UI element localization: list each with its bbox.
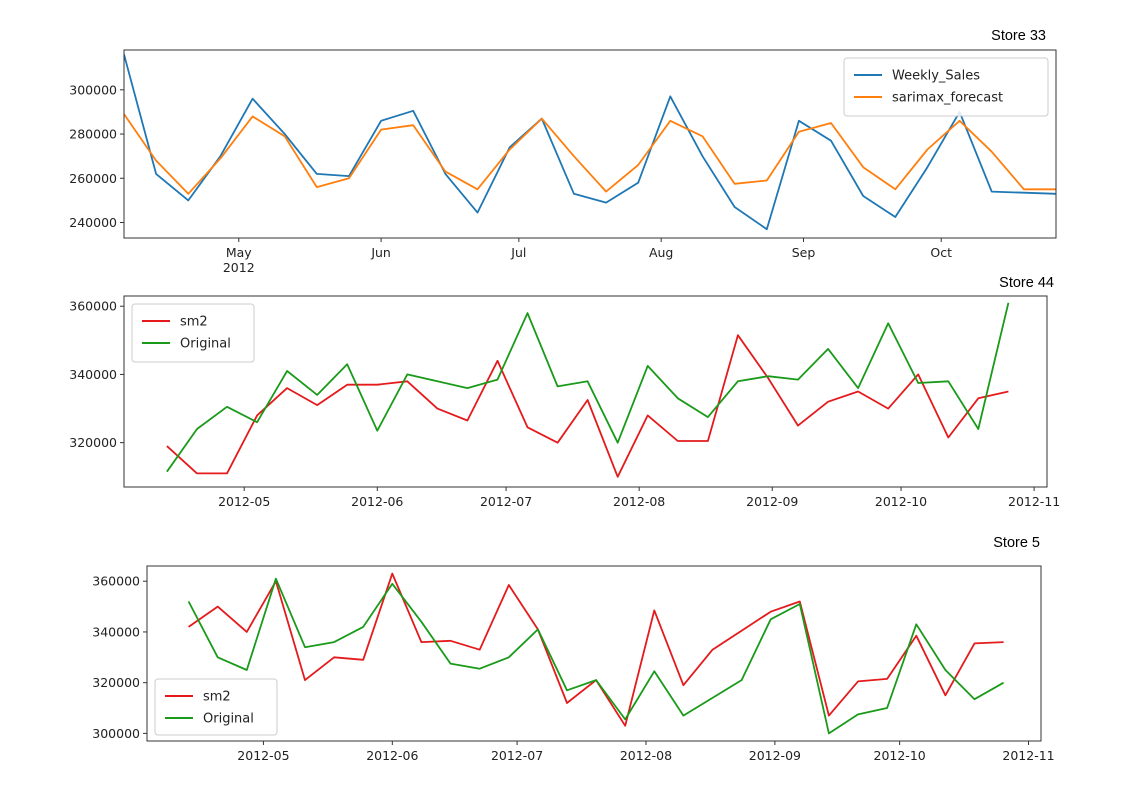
x-tick-label: 2012-08 [620, 748, 672, 763]
x-tick-label: 2012-11 [1008, 494, 1060, 509]
legend: sm2 Original [154, 678, 278, 736]
legend: Weekly_Sales sarimax_forecast [843, 57, 1049, 117]
chart-3: Store 5 300000 320000 340000 360000 2012-05 20… [92, 535, 1054, 763]
x-tick-label: 2012-07 [491, 748, 543, 763]
x-tick-label: Oct [930, 245, 952, 260]
y-tick-label: 260000 [69, 171, 117, 186]
y-tick-label: 320000 [92, 675, 140, 690]
x-tick-label: 2012-06 [351, 494, 403, 509]
plot-area [124, 296, 1047, 487]
legend-label: Original [180, 337, 231, 352]
y-tick-label: 360000 [69, 299, 117, 314]
x-tick-label: 2012-09 [746, 494, 798, 509]
y-tick-label: 340000 [69, 367, 117, 382]
legend-label: Weekly_Sales [892, 69, 980, 84]
y-tick-label: 360000 [92, 574, 140, 589]
x-tick-label: 2012-05 [237, 748, 289, 763]
x-tick-label: 2012-05 [218, 494, 270, 509]
chart-title: Store 44 [999, 275, 1054, 291]
legend: sm2 Original [131, 303, 255, 363]
legend-box [131, 303, 255, 363]
y-tick-label: 320000 [69, 435, 117, 450]
series-line-original [166, 302, 1010, 473]
legend-label: Original [203, 712, 254, 727]
legend-box [843, 57, 1049, 117]
legend-label: sarimax_forecast [892, 91, 1003, 106]
y-tick-label: 340000 [92, 624, 140, 639]
x-tick-label: 2012-11 [1002, 748, 1054, 763]
series-line-sm2 [166, 334, 1009, 478]
legend-label: sm2 [180, 315, 208, 330]
legend-box [154, 678, 278, 736]
chart-2: Store 44 320000 340000 360000 2012-05 2012-06… [69, 275, 1060, 509]
x-tick-label: Aug [649, 245, 673, 260]
y-tick-label: 300000 [69, 82, 117, 97]
axes-frame [123, 49, 1057, 239]
y-tick-label: 300000 [92, 726, 140, 741]
x-tick-label: 2012-09 [749, 748, 801, 763]
x-tick-label: 2012-10 [874, 748, 926, 763]
x-tick-label: 2012-07 [480, 494, 532, 509]
axes-frame [146, 565, 1042, 742]
legend-label: sm2 [203, 690, 231, 705]
x-tick-label: Sep [792, 245, 816, 260]
series-line-weekly-sales [124, 54, 1056, 231]
y-tick-label: 240000 [69, 215, 117, 230]
plot-area [147, 566, 1041, 741]
chart-title: Store 33 [991, 28, 1046, 44]
x-tick-label: 2012-08 [613, 494, 665, 509]
x-tick-sublabel: 2012 [223, 260, 255, 275]
x-tick-label: 2012-06 [366, 748, 418, 763]
chart-title: Store 5 [993, 535, 1040, 551]
x-tick-label: Jul [510, 245, 526, 260]
x-tick-label: 2012-10 [875, 494, 927, 509]
axes-frame [123, 295, 1048, 488]
series-line-sarimax-forecast [124, 113, 1056, 195]
x-tick-label: May [226, 245, 252, 260]
y-tick-label: 280000 [69, 127, 117, 142]
series-line-original [187, 577, 1005, 735]
x-tick-label: Jun [370, 245, 391, 260]
